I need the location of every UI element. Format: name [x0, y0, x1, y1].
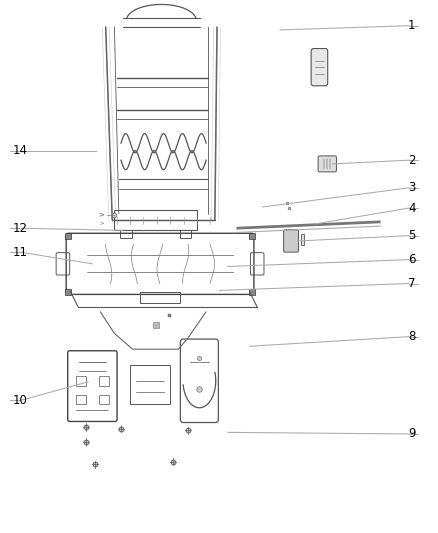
Text: 5: 5 — [408, 229, 416, 242]
Bar — [141, 292, 180, 303]
FancyBboxPatch shape — [318, 156, 336, 172]
Text: 12: 12 — [12, 222, 28, 235]
Text: 3: 3 — [408, 181, 416, 195]
Text: 8: 8 — [408, 330, 416, 343]
Text: >: > — [99, 212, 104, 217]
Text: 4: 4 — [408, 201, 416, 214]
Bar — [76, 394, 86, 404]
Bar — [99, 376, 109, 385]
Bar — [300, 233, 304, 245]
Bar — [180, 230, 191, 238]
Text: 2: 2 — [408, 154, 416, 167]
Bar — [120, 230, 131, 238]
Bar — [131, 366, 170, 403]
Bar — [76, 376, 86, 385]
Text: 10: 10 — [12, 394, 27, 407]
Text: >: > — [100, 220, 104, 225]
Text: 6: 6 — [408, 253, 416, 266]
FancyBboxPatch shape — [311, 49, 328, 86]
Text: 7: 7 — [408, 277, 416, 290]
Text: 9: 9 — [408, 427, 416, 440]
Bar — [114, 209, 197, 230]
FancyBboxPatch shape — [284, 230, 298, 252]
Bar — [99, 394, 109, 404]
Text: 11: 11 — [12, 246, 28, 259]
Text: 1: 1 — [408, 19, 416, 32]
Text: 14: 14 — [12, 144, 28, 157]
